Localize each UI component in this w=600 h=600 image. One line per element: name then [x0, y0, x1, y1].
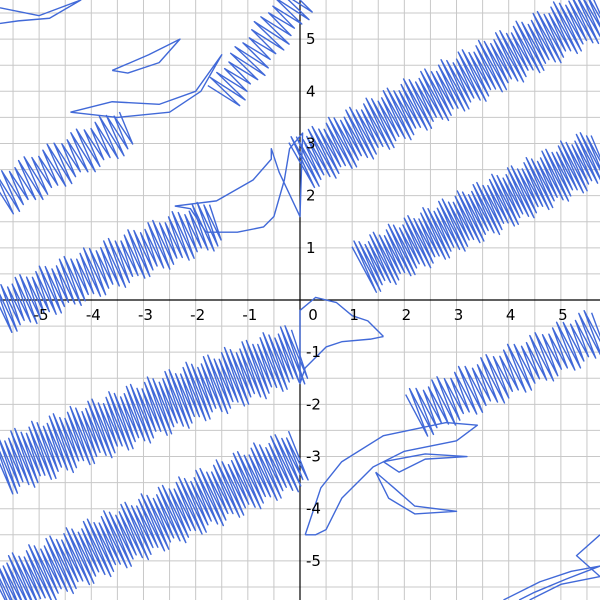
curve-series-11 [304, 421, 479, 536]
curve-series-3 [0, 325, 309, 495]
y-tick-label: -5 [306, 552, 321, 570]
y-tick-label: -1 [306, 343, 321, 361]
x-tick-label: -3 [138, 306, 153, 324]
curve-series-6 [0, 111, 134, 215]
x-tick-label: 3 [454, 306, 464, 324]
curve-series-2 [351, 132, 600, 293]
y-tick-label: -3 [306, 448, 321, 466]
y-tick-label: 2 [306, 187, 316, 205]
curve-series-13 [375, 471, 458, 515]
curve-series-15 [70, 54, 223, 119]
curve-series-17 [503, 565, 600, 600]
curve-series-10 [299, 296, 384, 385]
x-tick-label: 1 [349, 306, 359, 324]
y-tick-label: 1 [306, 239, 316, 257]
curve-series-1 [288, 0, 600, 189]
y-tick-label: 4 [306, 82, 316, 100]
x-tick-label: 4 [506, 306, 516, 324]
curve-series-18 [529, 534, 600, 600]
x-tick-label: -4 [86, 306, 101, 324]
y-tick-label: -2 [306, 395, 321, 413]
x-tick-label: 0 [308, 306, 318, 324]
curve-series-9 [174, 132, 304, 233]
y-tick-label: 3 [306, 134, 316, 152]
x-tick-label: -1 [242, 306, 257, 324]
x-tick-label: -2 [190, 306, 205, 324]
curve-series-14 [111, 38, 181, 74]
curve-series-5 [0, 201, 222, 333]
y-tick-label: -4 [306, 500, 321, 518]
curve-series-4 [0, 430, 309, 600]
x-tick-label: -5 [34, 306, 49, 324]
curve-series-8 [207, 0, 313, 107]
y-tick-label: 5 [306, 30, 316, 48]
x-tick-label: 5 [558, 306, 568, 324]
x-tick-label: 2 [402, 306, 412, 324]
curve-series-12 [383, 453, 468, 473]
curve-series-16 [0, 0, 82, 25]
curve-series-7 [405, 310, 600, 437]
tick-labels: -5 -4 -3 -2 -1 0 1 2 3 4 5 5 4 3 2 1 -1 -2 -3 -4 -5 [34, 30, 568, 570]
